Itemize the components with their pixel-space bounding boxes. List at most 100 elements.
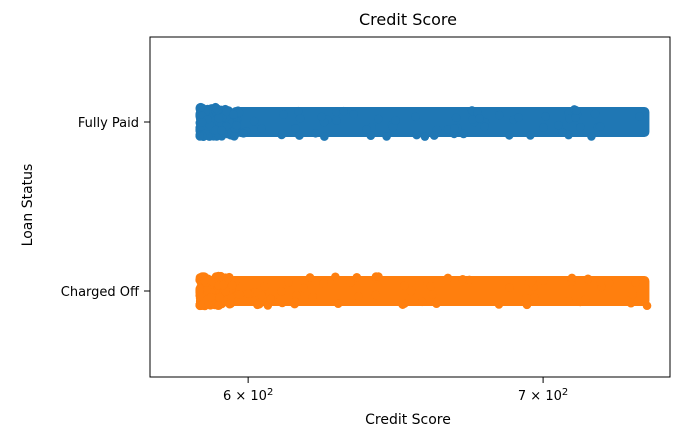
data-point — [206, 292, 216, 302]
data-point — [331, 107, 341, 117]
data-point — [229, 110, 238, 119]
data-point — [631, 278, 640, 287]
data-point — [459, 129, 468, 139]
data-point — [428, 290, 437, 299]
data-point — [451, 113, 461, 123]
data-point — [232, 120, 241, 130]
data-point — [311, 128, 320, 138]
data-point — [475, 114, 484, 123]
data-point — [243, 289, 253, 298]
plot-frame — [149, 36, 671, 378]
data-point — [362, 125, 371, 134]
data-point — [529, 293, 539, 302]
data-point — [349, 109, 359, 119]
data-point — [257, 291, 266, 300]
data-point — [415, 278, 424, 287]
data-point — [571, 106, 581, 115]
data-point — [382, 132, 391, 141]
data-point — [539, 123, 548, 132]
data-point — [504, 131, 514, 140]
data-point — [201, 285, 211, 295]
data-point — [583, 274, 593, 284]
data-point — [339, 106, 349, 116]
data-point — [494, 300, 504, 309]
data-point — [399, 281, 409, 290]
data-point — [391, 116, 400, 125]
data-point — [526, 131, 535, 140]
data-point — [443, 273, 453, 283]
data-point — [604, 278, 614, 288]
x-axis-label: Credit Score — [365, 412, 451, 428]
data-point — [352, 272, 362, 282]
data-point — [468, 115, 477, 124]
data-point — [642, 301, 652, 311]
data-point — [526, 277, 536, 287]
data-point — [253, 300, 262, 310]
data-point — [417, 297, 427, 307]
data-point — [587, 132, 596, 141]
x-tick-label: 6 × 102 — [223, 387, 273, 405]
data-point — [290, 297, 300, 307]
charged-off-series — [195, 271, 652, 311]
data-point — [197, 301, 207, 310]
x-tick-label: 7 × 102 — [518, 387, 568, 405]
data-point — [227, 281, 237, 290]
data-point — [260, 282, 269, 291]
data-point — [426, 281, 436, 291]
data-point — [406, 286, 416, 296]
y-tick-label: Charged Off — [61, 285, 140, 300]
data-point — [538, 276, 548, 285]
data-point — [374, 272, 383, 281]
data-point — [388, 122, 398, 132]
data-point — [283, 278, 293, 287]
data-point — [522, 300, 532, 310]
data-point — [218, 280, 228, 290]
data-point — [320, 132, 329, 141]
data-point — [420, 132, 430, 141]
data-point — [222, 107, 231, 117]
data-point — [305, 273, 315, 282]
data-point — [294, 106, 303, 116]
data-point — [505, 283, 514, 292]
data-point — [290, 123, 300, 133]
data-point — [196, 102, 206, 112]
data-point — [412, 130, 421, 140]
data-point — [628, 290, 637, 299]
data-point — [576, 122, 585, 132]
data-point — [398, 300, 407, 309]
data-point — [541, 112, 551, 121]
data-point — [567, 273, 577, 283]
data-point — [346, 278, 355, 287]
data-point — [292, 290, 301, 300]
data-point — [319, 278, 328, 288]
data-point — [465, 275, 474, 285]
data-point — [494, 110, 504, 120]
data-point — [514, 113, 524, 122]
data-point — [277, 287, 286, 296]
data-point — [590, 109, 600, 119]
data-point — [249, 116, 259, 126]
data-point — [235, 290, 245, 299]
data-point — [215, 293, 224, 302]
data-point — [229, 132, 239, 141]
data-point — [295, 114, 305, 123]
plot-area: Fully Paid Charged Off 6 × 102 7 × 102 — [61, 36, 671, 405]
data-point — [266, 294, 276, 304]
data-point — [411, 112, 420, 122]
data-point — [299, 283, 308, 293]
data-point — [225, 299, 234, 309]
data-point — [257, 124, 266, 133]
y-tick-label: Fully Paid — [78, 116, 139, 131]
data-point — [195, 131, 205, 141]
data-point — [295, 131, 304, 140]
data-point — [217, 126, 226, 136]
y-axis-label: Loan Status — [20, 164, 36, 247]
data-point — [635, 112, 644, 121]
data-point — [317, 112, 326, 122]
data-point — [279, 110, 288, 119]
data-point — [332, 116, 341, 126]
data-point — [205, 275, 215, 285]
data-point — [595, 122, 605, 131]
data-point — [450, 124, 459, 133]
